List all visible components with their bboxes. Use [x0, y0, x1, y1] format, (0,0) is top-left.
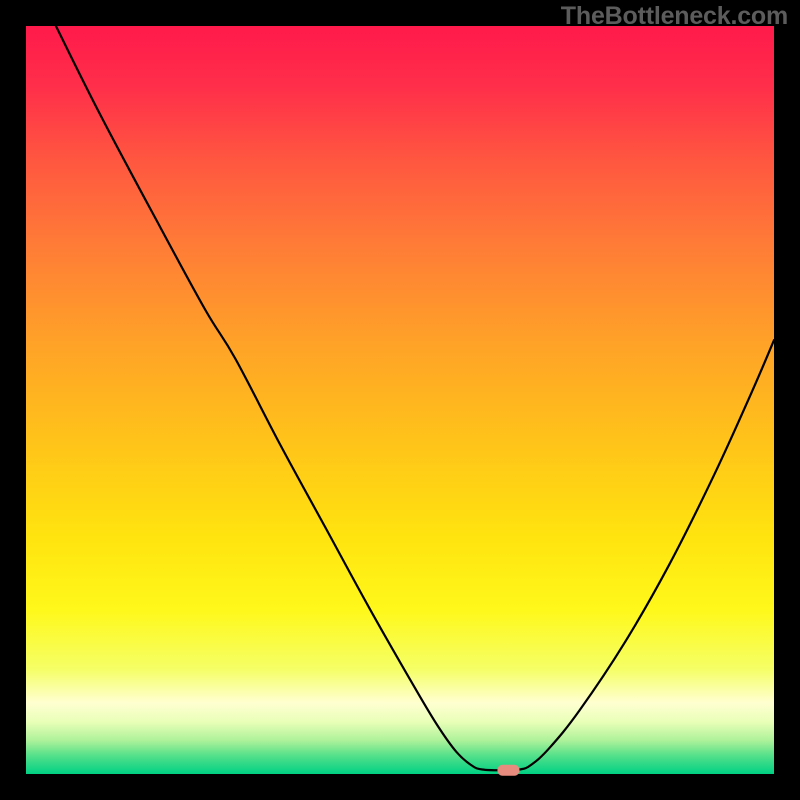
bottleneck-curve-chart	[0, 0, 800, 800]
valley-marker	[497, 765, 519, 776]
watermark-text: TheBottleneck.com	[561, 2, 788, 31]
